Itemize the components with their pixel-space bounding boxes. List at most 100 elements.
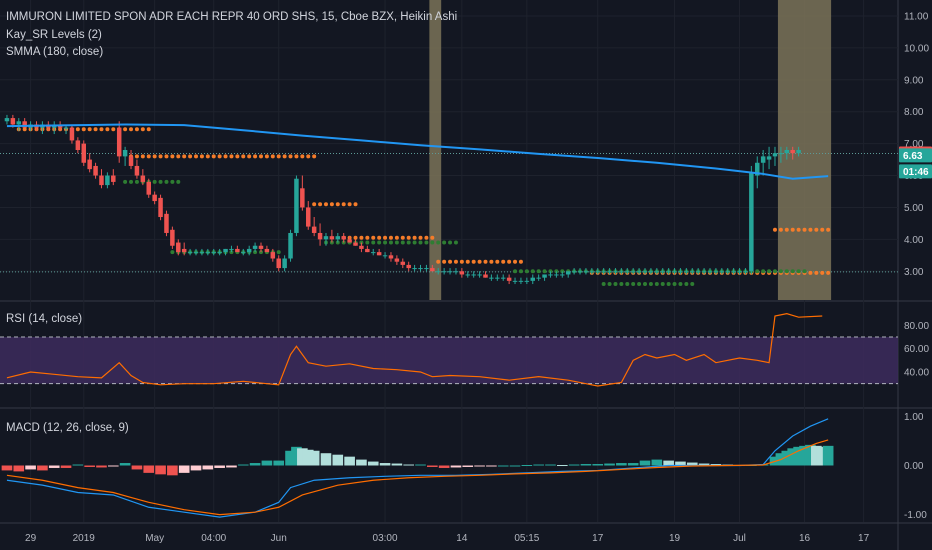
sr-level-orange-dot: [229, 154, 234, 159]
sr-level-orange-dot: [170, 154, 175, 159]
candle-body: [323, 236, 329, 240]
candle-body: [116, 127, 122, 157]
sr-level-green-dot: [513, 269, 518, 274]
macd-histogram-bar: [486, 465, 497, 467]
candle-body: [737, 271, 742, 273]
time-tick-label: 16: [799, 533, 811, 544]
candle-body: [329, 236, 335, 240]
sr-level-orange-dot: [424, 235, 429, 240]
countdown-tag-bg: [899, 164, 932, 179]
candle-body: [489, 277, 494, 279]
candle-body: [122, 150, 128, 157]
sr-level-green-dot: [518, 269, 523, 274]
macd-histogram-bar: [37, 465, 48, 471]
sr-level-orange-dot: [199, 154, 204, 159]
rsi-label[interactable]: RSI (14, close): [6, 313, 83, 325]
rsi-pane[interactable]: [0, 313, 898, 387]
macd-label[interactable]: MACD (12, 26, close, 9): [6, 422, 129, 434]
macd-histogram-bar: [379, 463, 391, 466]
sr-level-orange-dot: [134, 154, 139, 159]
macd-histogram-bar: [403, 464, 415, 466]
sr-level-orange-dot: [448, 259, 453, 264]
time-tick-label: 17: [858, 533, 870, 544]
sr-level-green-dot: [761, 269, 766, 274]
sr-level-orange-dot: [205, 154, 210, 159]
candle-body: [246, 248, 252, 253]
sr-level-green-dot: [631, 282, 636, 287]
sr-level-green-dot: [767, 269, 772, 274]
candle-body: [607, 271, 612, 273]
indicator-smma-label[interactable]: SMMA (180, close): [6, 46, 104, 58]
time-axis[interactable]: 29 2019 May 04:00 Jun 03:00 14 05:15 17 19 Jul 16 17: [25, 533, 870, 544]
candle-body: [589, 271, 595, 273]
sr-level-orange-dot: [483, 259, 488, 264]
macd-histogram-bar: [84, 465, 95, 467]
sr-level-green-dot: [613, 282, 618, 287]
macd-histogram-bar: [462, 465, 474, 467]
sr-level-green-dot: [388, 240, 393, 245]
sr-level-orange-dot: [158, 154, 163, 159]
sr-level-orange-dot: [211, 154, 216, 159]
price-pane[interactable]: [0, 114, 898, 287]
sr-level-orange-dot: [808, 270, 813, 275]
time-tick-label: 05:15: [514, 533, 539, 544]
macd-histogram-bar: [356, 459, 367, 466]
sr-level-green-dot: [684, 282, 689, 287]
indicator-legend-smma[interactable]: SMMA (180, close): [6, 45, 103, 59]
symbol-title[interactable]: IMMURON LIMITED SPON ADR EACH REPR 40 OR…: [6, 11, 458, 23]
macd-histogram-bar: [781, 450, 793, 466]
macd-histogram-bar: [787, 448, 799, 466]
candle-body: [554, 274, 559, 276]
candle-body: [447, 271, 453, 273]
macd-histogram-bar: [308, 450, 320, 466]
candle-body: [10, 118, 16, 125]
macd-histogram-bar: [521, 465, 533, 467]
time-tick-label: 17: [592, 533, 604, 544]
sr-level-green-dot: [672, 282, 677, 287]
macd-histogram-bar: [167, 465, 178, 476]
sr-level-green-dot: [394, 240, 399, 245]
sr-level-orange-dot: [371, 235, 376, 240]
indicator-sr-label[interactable]: Kay_SR Levels (2): [6, 29, 102, 41]
macd-histogram-bar: [107, 465, 119, 467]
candle-body: [772, 153, 778, 157]
sr-level-orange-dot: [436, 259, 441, 264]
sr-level-green-dot: [648, 282, 653, 287]
time-tick-label: 2019: [73, 533, 96, 544]
sr-level-green-dot: [530, 269, 535, 274]
sr-level-orange-dot: [306, 154, 311, 159]
candle-body: [105, 175, 110, 186]
candle-body: [518, 280, 524, 282]
sr-level-orange-dot: [790, 227, 795, 232]
macd-histogram-bar: [427, 465, 438, 467]
macd-legend[interactable]: MACD (12, 26, close, 9): [6, 421, 129, 435]
main-legend[interactable]: IMMURON LIMITED SPON ADR EACH REPR 40 OR…: [6, 10, 457, 24]
indicator-legend-sr[interactable]: Kay_SR Levels (2): [6, 28, 102, 42]
rsi-legend[interactable]: RSI (14, close): [6, 312, 82, 326]
candle-body: [400, 261, 406, 265]
candle-body: [707, 271, 713, 273]
sr-level-green-dot: [158, 179, 163, 184]
sr-level-orange-dot: [312, 202, 317, 207]
candle-body: [483, 274, 488, 278]
candle-body: [264, 248, 270, 253]
candle-body: [648, 271, 654, 273]
sr-level-green-dot: [377, 240, 382, 245]
candle-body: [376, 252, 382, 256]
sr-level-orange-dot: [241, 154, 246, 159]
candle-body: [642, 271, 648, 273]
macd-histogram-bar: [663, 460, 674, 466]
candle-body: [294, 178, 299, 233]
price-tick-label: 5.00: [904, 203, 924, 214]
candle-body: [176, 242, 181, 253]
sr-level-orange-dot: [406, 235, 411, 240]
price-axis[interactable]: 11.0010.009.008.007.006.005.004.003.0080…: [904, 11, 929, 521]
sr-level-green-dot: [383, 240, 388, 245]
macd-pane[interactable]: [1, 418, 834, 518]
sr-level-orange-dot: [247, 154, 252, 159]
candle-body: [495, 277, 500, 279]
sr-level-green-dot: [170, 179, 175, 184]
sr-level-orange-dot: [518, 259, 523, 264]
sr-level-orange-dot: [223, 154, 228, 159]
